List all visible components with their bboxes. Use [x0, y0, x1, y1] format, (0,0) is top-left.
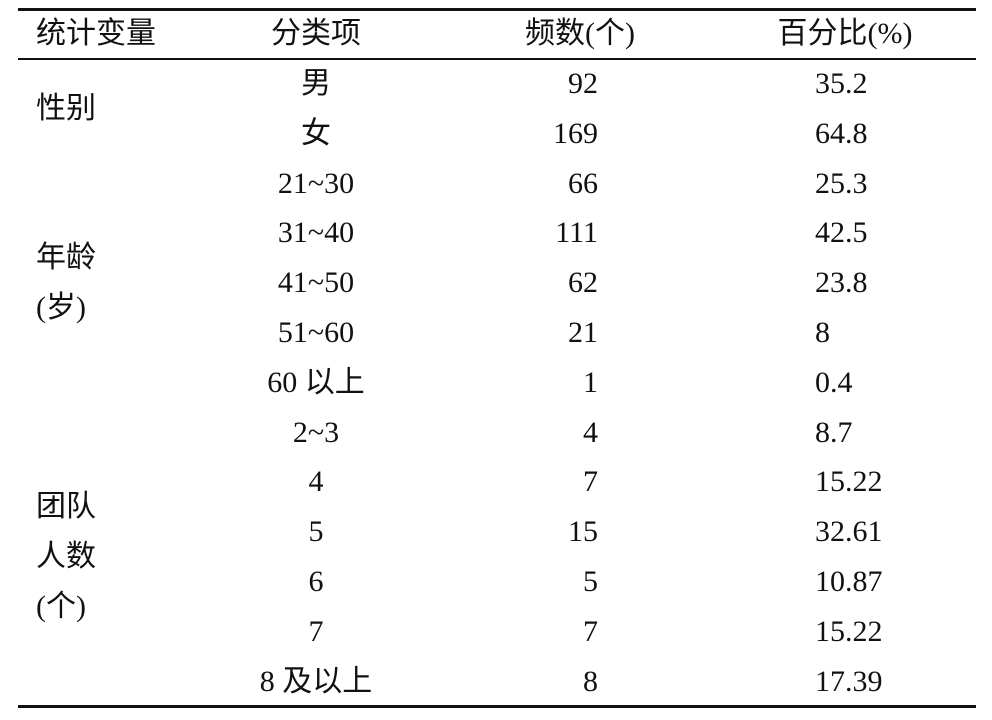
group-label: 团队 [36, 490, 96, 524]
count-cell: 4 [583, 415, 598, 449]
header-rule [18, 58, 976, 60]
category-cell: 41~50 [277, 266, 355, 300]
category-cell: 5 [308, 515, 324, 549]
top-rule [18, 8, 976, 11]
header-count: 频数(个) [525, 17, 635, 50]
count-cell: 8 [583, 664, 598, 698]
count-cell: 62 [568, 266, 598, 300]
count-cell: 21 [568, 316, 598, 349]
percent-cell: 10.87 [815, 565, 883, 598]
percent-cell: 0.4 [815, 365, 853, 399]
count-cell: 169 [553, 116, 598, 150]
category-cell: 女 [301, 116, 331, 150]
category-cell: 31~40 [277, 216, 355, 250]
category-cell: 4 [308, 465, 324, 499]
group-label: (个) [36, 589, 86, 623]
percent-cell: 32.61 [815, 515, 883, 549]
percent-cell: 15.22 [815, 465, 883, 499]
category-cell: 8 及以上 [259, 664, 373, 698]
group-label: 性别 [36, 91, 96, 125]
count-cell: 1 [583, 365, 598, 399]
percent-cell: 8.7 [815, 415, 853, 449]
group-label: 人数 [36, 540, 96, 574]
header-percent: 百分比(%) [777, 17, 913, 50]
percent-cell: 42.5 [815, 216, 868, 250]
count-cell: 5 [583, 565, 598, 598]
percent-cell: 25.3 [815, 166, 868, 200]
count-cell: 92 [568, 67, 598, 100]
percent-cell: 64.8 [815, 116, 868, 150]
count-cell: 111 [555, 216, 598, 250]
count-cell: 7 [583, 614, 598, 648]
header-category: 分类项 [271, 17, 361, 50]
category-cell: 60 以上 [267, 365, 365, 399]
category-cell: 2~3 [292, 415, 340, 449]
percent-cell: 17.39 [815, 664, 883, 698]
category-cell: 7 [308, 614, 324, 648]
category-cell: 6 [308, 565, 324, 598]
category-cell: 51~60 [277, 316, 355, 349]
count-cell: 15 [568, 515, 598, 549]
count-cell: 7 [583, 465, 598, 499]
group-label: 年龄 [36, 241, 96, 275]
count-cell: 66 [568, 166, 598, 200]
percent-cell: 8 [815, 316, 830, 349]
header-variable: 统计变量 [36, 17, 156, 50]
percent-cell: 35.2 [815, 67, 868, 100]
bottom-rule [18, 705, 976, 708]
category-cell: 男 [301, 67, 331, 100]
group-label: (岁) [36, 291, 86, 325]
category-cell: 21~30 [277, 166, 355, 200]
percent-cell: 23.8 [815, 266, 868, 300]
percent-cell: 15.22 [815, 614, 883, 648]
